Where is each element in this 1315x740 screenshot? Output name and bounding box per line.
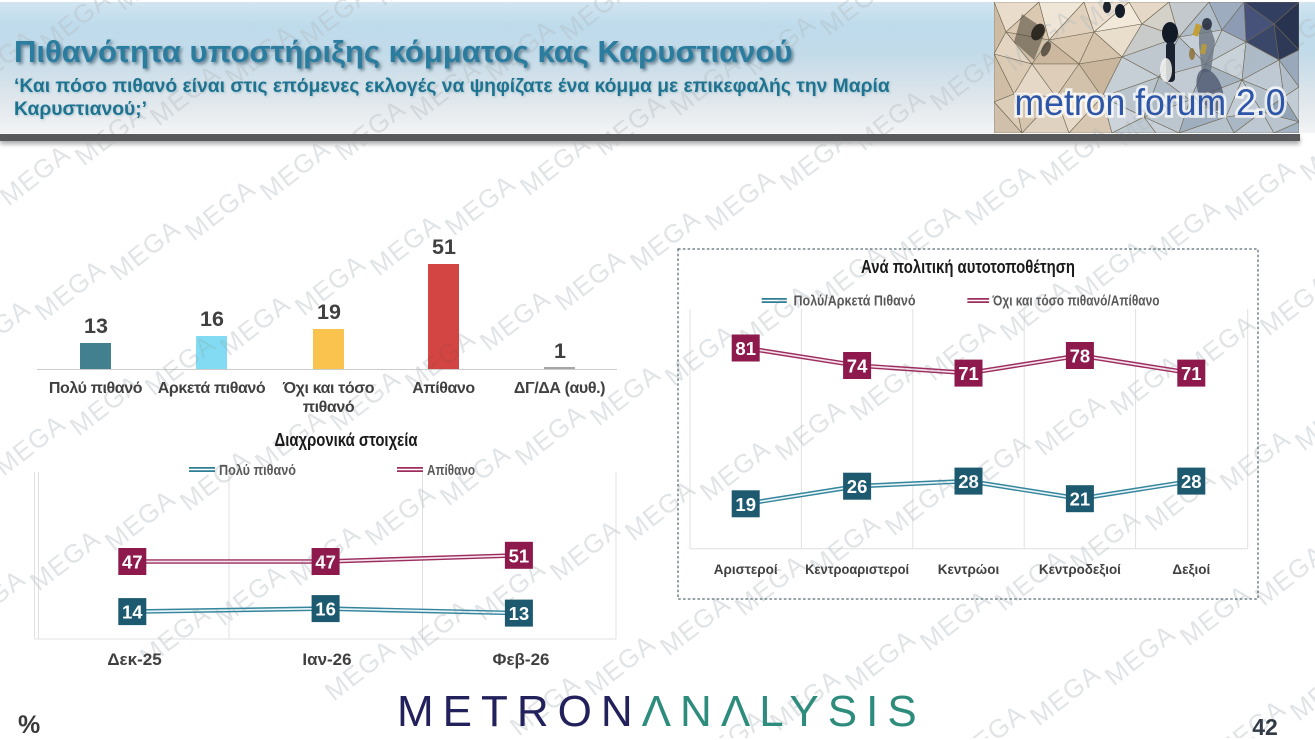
svg-text:Δεκ-25: Δεκ-25 bbox=[107, 650, 161, 669]
svg-text:Ιαν-26: Ιαν-26 bbox=[302, 650, 351, 669]
svg-text:47: 47 bbox=[122, 552, 143, 573]
svg-text:Πολύ/Αρκετά Πιθανό: Πολύ/Αρκετά Πιθανό bbox=[794, 293, 916, 310]
svg-text:MEGA: MEGA bbox=[1219, 153, 1301, 226]
svg-text:MEGA: MEGA bbox=[1024, 658, 1106, 731]
svg-text:MEGA: MEGA bbox=[1284, 653, 1315, 726]
svg-text:28: 28 bbox=[1181, 471, 1202, 492]
svg-text:Κεντροδεξιοί: Κεντροδεξιοί bbox=[1039, 562, 1121, 577]
svg-text:74: 74 bbox=[847, 356, 868, 377]
svg-text:81: 81 bbox=[735, 338, 756, 359]
svg-text:Απίθανο: Απίθανο bbox=[427, 462, 475, 479]
svg-text:78: 78 bbox=[1070, 346, 1091, 367]
svg-text:26: 26 bbox=[847, 476, 868, 497]
svg-text:MEGA: MEGA bbox=[949, 698, 1031, 738]
svg-text:Όχι και τόσο πιθανό/Απίθανο: Όχι και τόσο πιθανό/Απίθανο bbox=[992, 293, 1160, 310]
svg-text:MEGA: MEGA bbox=[549, 243, 631, 316]
svg-text:MEGA: MEGA bbox=[179, 173, 261, 246]
svg-text:Ανά πολιτική αυτοτοποθέτηση: Ανά πολιτική αυτοτοποθέτηση bbox=[861, 257, 1075, 277]
svg-text:MEGA: MEGA bbox=[839, 623, 921, 696]
svg-text:MEGA: MEGA bbox=[1099, 618, 1181, 691]
svg-text:MEGA: MEGA bbox=[439, 168, 521, 241]
svg-text:21: 21 bbox=[1070, 489, 1091, 510]
svg-text:16: 16 bbox=[315, 599, 336, 620]
svg-text:19: 19 bbox=[735, 494, 756, 515]
svg-text:71: 71 bbox=[1181, 363, 1202, 384]
svg-text:MEGA: MEGA bbox=[0, 138, 76, 211]
svg-text:MEGA: MEGA bbox=[0, 293, 36, 366]
svg-text:Αριστεροί: Αριστεροί bbox=[714, 562, 778, 577]
svg-text:MEGA: MEGA bbox=[1134, 733, 1216, 738]
svg-text:MEGA: MEGA bbox=[254, 133, 336, 206]
svg-text:Διαχρονικά στοιχεία: Διαχρονικά στοιχεία bbox=[275, 430, 418, 450]
svg-text:Κεντρώοι: Κεντρώοι bbox=[938, 562, 1000, 577]
svg-text:47: 47 bbox=[315, 552, 336, 573]
svg-text:MEGA: MEGA bbox=[0, 178, 1, 251]
svg-text:MEGA: MEGA bbox=[104, 213, 186, 286]
svg-text:metron forum 2.0: metron forum 2.0 bbox=[1015, 82, 1286, 123]
svg-text:MEGA: MEGA bbox=[959, 158, 1041, 231]
svg-text:Φεβ-26: Φεβ-26 bbox=[493, 650, 550, 669]
svg-text:MEGA: MEGA bbox=[699, 163, 781, 236]
svg-text:Κεντροαριστεροί: Κεντροαριστεροί bbox=[805, 562, 909, 577]
svg-text:14: 14 bbox=[122, 602, 143, 623]
svg-text:71: 71 bbox=[958, 363, 979, 384]
svg-text:Πολύ πιθανό: Πολύ πιθανό bbox=[219, 462, 296, 479]
svg-text:13: 13 bbox=[509, 603, 530, 624]
svg-text:28: 28 bbox=[958, 471, 979, 492]
svg-text:Δεξιοί: Δεξιοί bbox=[1172, 562, 1210, 577]
svg-text:51: 51 bbox=[509, 545, 530, 566]
